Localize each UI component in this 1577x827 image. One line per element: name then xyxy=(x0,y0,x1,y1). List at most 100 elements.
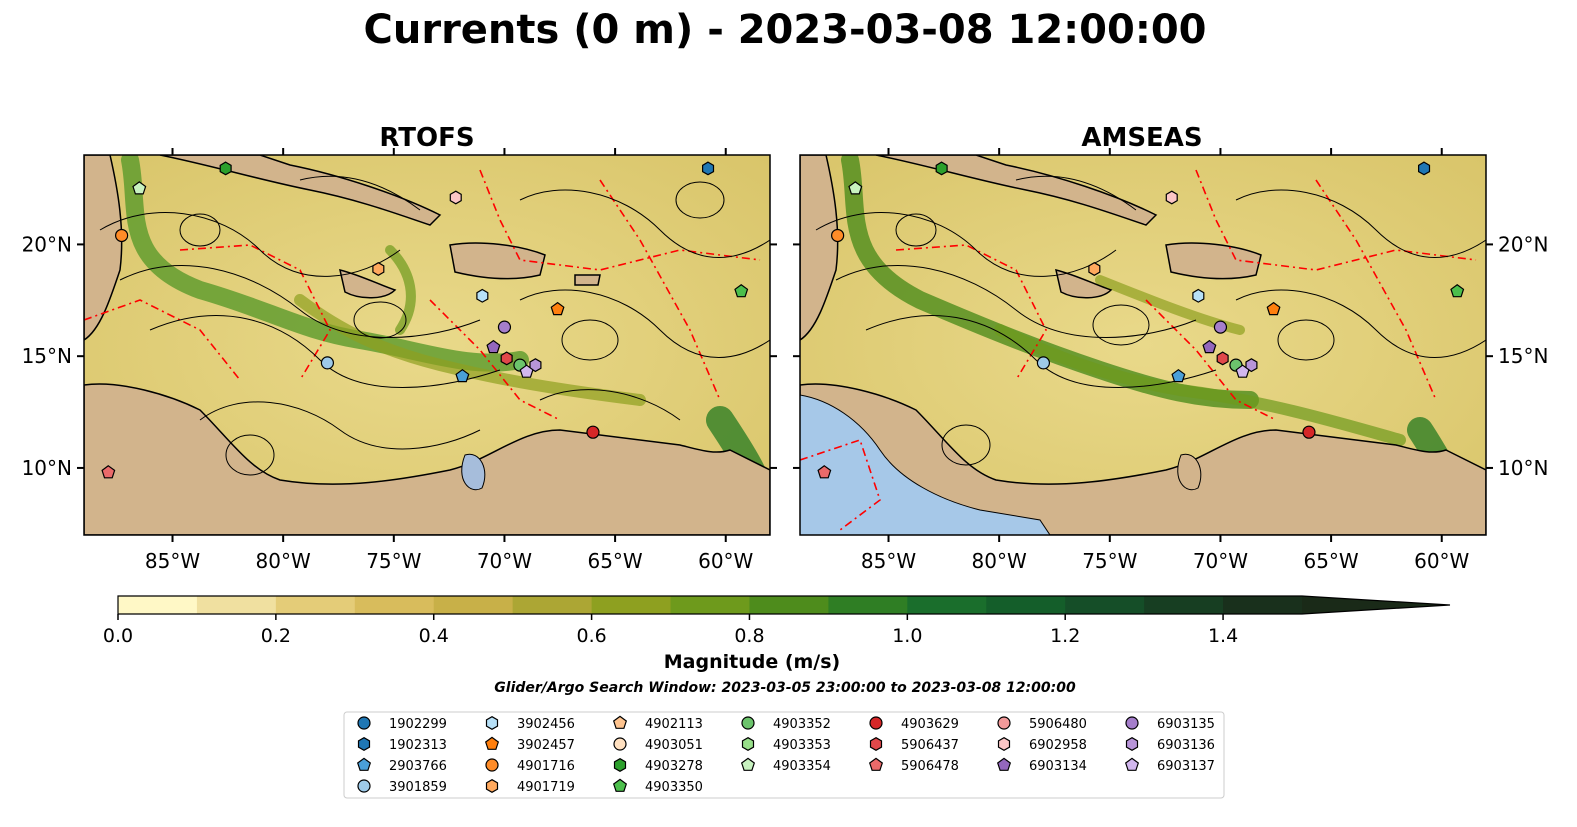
colorbar-swatch xyxy=(749,596,829,614)
legend-marker-4901716 xyxy=(485,758,499,772)
rtofs-platforms xyxy=(101,161,749,479)
legend-label-4903354: 4903354 xyxy=(773,759,831,774)
platform-2903766-marker xyxy=(1171,368,1186,383)
rtofs-map-frame xyxy=(83,154,771,536)
rtofs-lake xyxy=(461,453,486,491)
colorbar-tick-label: 0.2 xyxy=(261,625,291,647)
x-tick-label: 80°W xyxy=(972,549,1027,573)
legend-marker-4903353 xyxy=(741,737,755,751)
platform-3902456-marker xyxy=(476,288,489,303)
platform-6902958-marker xyxy=(449,190,462,205)
colorbar-swatch xyxy=(1144,596,1224,614)
rtofs-land xyxy=(84,155,770,535)
legend-label-1902299: 1902299 xyxy=(389,717,447,732)
rtofs-panel-title: RTOFS xyxy=(379,123,474,153)
legend-label-2903766: 2903766 xyxy=(389,759,447,774)
legend-marker-4902113 xyxy=(612,715,628,729)
platform-6903137-marker xyxy=(519,364,534,378)
colorbar-swatch xyxy=(1065,596,1145,614)
y-tick-label: 10°N xyxy=(1498,456,1548,480)
colorbar-swatch xyxy=(433,596,514,614)
y-tick-label: 10°N xyxy=(22,456,72,480)
platform-3901859-marker xyxy=(320,356,335,370)
legend-marker-4903352 xyxy=(741,716,755,730)
colorbar-outline xyxy=(117,595,1451,615)
legend-label-5906480: 5906480 xyxy=(1029,717,1087,732)
legend-marker-4903051 xyxy=(613,737,627,751)
platform-4903350-marker xyxy=(734,284,749,298)
colorbar-tick-label: 1.4 xyxy=(1208,625,1238,647)
legend-entries: 1902299 1902313 2903766 3901859 3902456 39024… xyxy=(356,715,1215,795)
amseas-y-ticks: 10°N 15°N 20°N xyxy=(793,232,1548,480)
legend-label-4903352: 4903352 xyxy=(773,717,831,732)
rtofs-eez-lines xyxy=(84,169,761,421)
legend-marker-4903350 xyxy=(612,778,628,792)
x-tick-label: 65°W xyxy=(1303,549,1358,573)
x-tick-label: 75°W xyxy=(366,549,421,573)
platform-6903136-marker xyxy=(1245,358,1258,373)
colorbar-tick-label: 0.6 xyxy=(576,625,606,647)
platform-6902958-marker xyxy=(1165,190,1178,205)
platform-3902457-marker xyxy=(1266,301,1281,316)
platform-3902457-marker xyxy=(550,301,565,316)
platform-5906437-marker xyxy=(1216,351,1229,366)
amseas-lake xyxy=(1177,453,1202,491)
platform-6903136-marker xyxy=(529,358,542,373)
rtofs-x-ticks: 85°W 80°W 75°W 70°W 65°W 60°W xyxy=(145,148,754,573)
amseas-panel: AMSEAS xyxy=(793,123,1548,573)
colorbar-ticks: 0.0 0.2 0.4 0.6 0.8 1.0 1.2 1.4 xyxy=(103,614,1238,647)
colorbar-swatch xyxy=(1223,596,1303,614)
x-tick-label: 65°W xyxy=(587,549,642,573)
legend-label-6903135: 6903135 xyxy=(1157,717,1215,732)
legend-label-4903350: 4903350 xyxy=(645,780,703,795)
legend-label-4902113: 4902113 xyxy=(645,717,703,732)
y-tick-label: 20°N xyxy=(1498,232,1548,256)
colorbar-extend-arrow xyxy=(1302,596,1450,614)
legend-marker-6903135 xyxy=(1125,716,1139,730)
platform-4901716-marker xyxy=(115,228,129,243)
legend-marker-4903278 xyxy=(613,758,627,772)
platform-4903278-marker xyxy=(219,161,232,176)
legend-label-4903278: 4903278 xyxy=(645,759,703,774)
platform-4901719-marker xyxy=(1088,262,1101,276)
legend-label-6903134: 6903134 xyxy=(1029,759,1087,774)
legend-label-5906437: 5906437 xyxy=(901,738,959,753)
platform-4903629-marker xyxy=(586,425,600,439)
figure-title: Currents (0 m) - 2023-03-08 12:00:00 xyxy=(364,7,1207,53)
colorbar-swatch xyxy=(512,596,593,614)
amseas-map-frame xyxy=(799,154,1487,536)
colorbar-swatch xyxy=(196,596,277,614)
legend-marker-5906478 xyxy=(868,757,884,771)
amseas-platforms xyxy=(817,161,1465,479)
platform-6903135-marker xyxy=(1213,320,1228,334)
x-tick-label: 75°W xyxy=(1082,549,1137,573)
legend-marker-5906437 xyxy=(869,737,883,751)
colorbar-swatch xyxy=(828,596,908,614)
colorbar-swatch xyxy=(118,596,198,614)
legend-label-1902313: 1902313 xyxy=(389,738,447,753)
legend-marker-1902313 xyxy=(357,737,371,751)
legend-label-3902456: 3902456 xyxy=(517,717,575,732)
legend-marker-6903134 xyxy=(996,757,1012,771)
platform-6903134-marker xyxy=(1202,339,1217,354)
legend-marker-1902299 xyxy=(357,716,371,730)
legend-marker-4903629 xyxy=(869,716,883,730)
legend-label-4903353: 4903353 xyxy=(773,738,831,753)
x-tick-label: 85°W xyxy=(861,549,916,573)
legend-marker-5906480 xyxy=(997,716,1011,730)
legend-marker-4901719 xyxy=(485,779,499,793)
x-tick-label: 70°W xyxy=(1193,549,1248,573)
y-tick-label: 20°N xyxy=(22,232,72,256)
rtofs-y-ticks: 10°N 15°N 20°N xyxy=(22,232,777,480)
colorbar-swatch xyxy=(591,596,672,614)
platform-3901859-marker xyxy=(1036,356,1051,370)
x-tick-label: 80°W xyxy=(256,549,311,573)
amseas-eez-lines xyxy=(800,169,1477,531)
colorbar-tick-label: 0.8 xyxy=(734,625,764,647)
x-tick-label: 60°W xyxy=(1414,549,1469,573)
platform-6903137-marker xyxy=(1235,364,1250,378)
legend-marker-3902457 xyxy=(484,736,500,750)
platform-5906478-marker xyxy=(101,465,116,479)
search-window-caption: Glider/Argo Search Window: 2023-03-05 23… xyxy=(494,680,1076,696)
